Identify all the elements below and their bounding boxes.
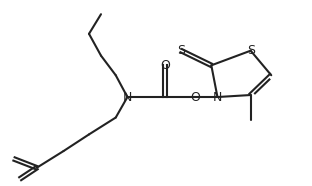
Text: O: O bbox=[190, 91, 200, 104]
Text: N: N bbox=[123, 91, 132, 104]
Text: N: N bbox=[213, 91, 222, 104]
Text: S: S bbox=[177, 44, 185, 57]
Text: O: O bbox=[160, 59, 170, 72]
Text: S: S bbox=[247, 44, 255, 57]
